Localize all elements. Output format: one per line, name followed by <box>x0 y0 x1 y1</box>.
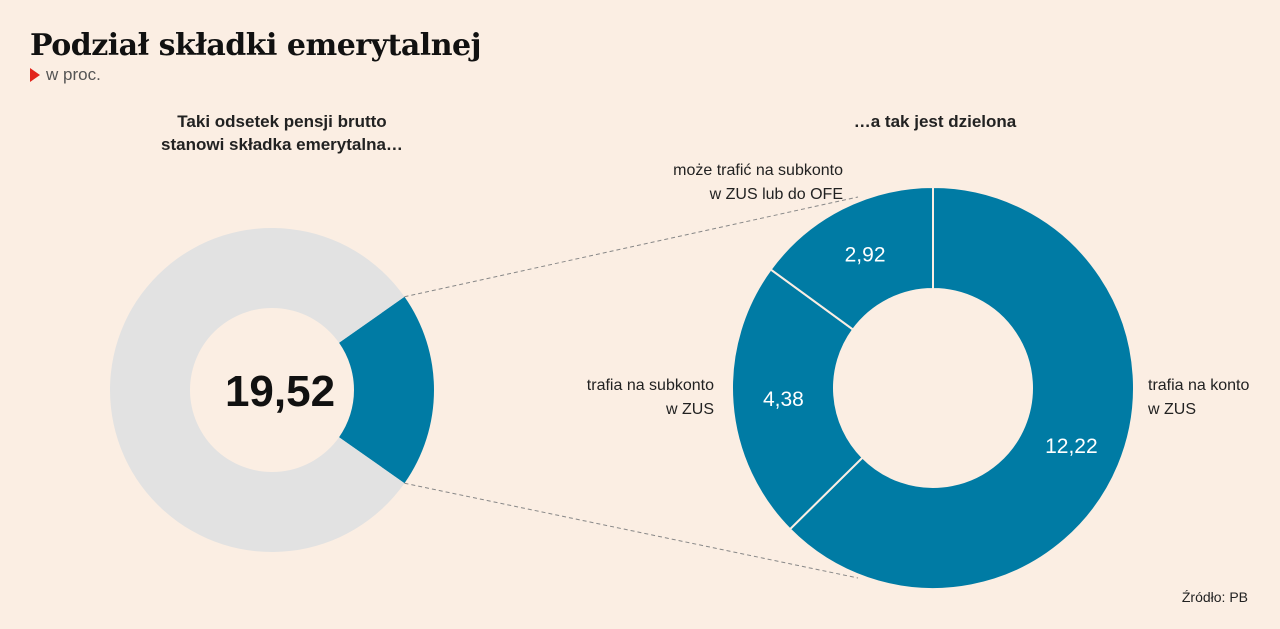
breakdown-slice <box>788 185 1135 590</box>
slice-category-label: trafia na konto <box>1148 377 1250 394</box>
breakdown-slice <box>731 268 864 531</box>
chart-subtitle: w proc. <box>46 65 101 84</box>
subtitle-row: w proc. <box>30 65 101 85</box>
triangle-marker-icon <box>30 68 40 82</box>
breakdown-slice <box>769 185 934 332</box>
source-note: Źródło: PB <box>1181 589 1248 605</box>
contribution-slice <box>339 296 434 484</box>
slice-category-label: może trafić na subkonto <box>673 162 843 179</box>
slice-category-label: w ZUS lub do OFE <box>709 186 843 203</box>
slice-value-label: 12,22 <box>1045 435 1098 458</box>
slice-value-label: 4,38 <box>763 388 804 411</box>
slice-category-label: trafia na subkonto <box>587 377 714 394</box>
connector-line-top <box>404 196 859 298</box>
left-chart-heading: Taki odsetek pensji brutto <box>177 112 386 131</box>
slice-category-label: w ZUS <box>1147 401 1196 418</box>
chart-title: Podział składki emerytalnej <box>30 28 481 63</box>
right-chart-heading: …a tak jest dzielona <box>854 112 1017 131</box>
left-chart-heading: stanowi składka emerytalna… <box>161 135 403 154</box>
slice-category-label: w ZUS <box>665 401 714 418</box>
slice-value-label: 2,92 <box>845 243 886 266</box>
connector-line-bottom <box>404 482 859 579</box>
center-value-label: 19,52 <box>225 367 335 416</box>
remainder-slice <box>109 228 405 553</box>
